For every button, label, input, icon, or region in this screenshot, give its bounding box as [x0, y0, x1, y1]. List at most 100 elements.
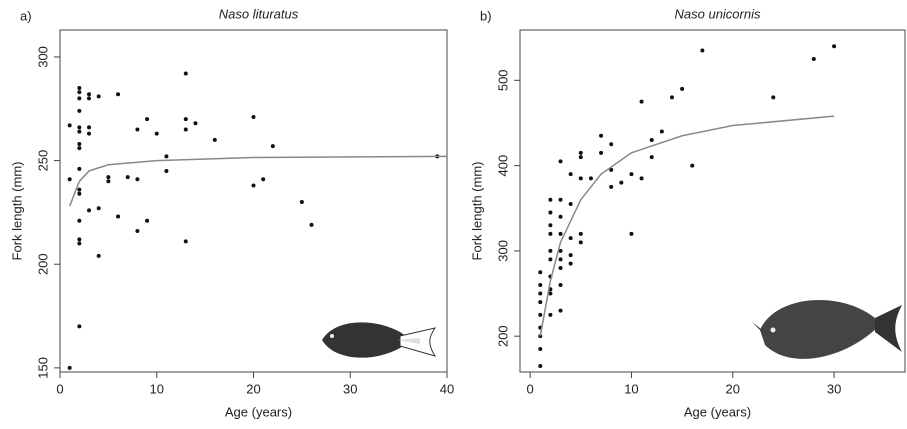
data-point [548, 210, 553, 215]
x-tick-label: 20 [726, 381, 740, 396]
data-point [558, 159, 563, 164]
data-point [700, 48, 705, 53]
fit-line [68, 155, 448, 207]
y-tick-label: 400 [495, 155, 510, 177]
x-tick-label: 40 [440, 381, 454, 396]
y-axis-title: Fork length (mm) [469, 162, 484, 261]
data-point [609, 184, 614, 189]
data-point [548, 257, 553, 262]
x-axis-title: Age (years) [684, 404, 751, 419]
x-tick-label: 10 [150, 381, 164, 396]
panel-label: a) [20, 8, 32, 23]
data-point [77, 108, 82, 113]
data-point [558, 257, 563, 262]
data-point [87, 125, 92, 130]
data-point [548, 312, 553, 317]
data-point [67, 177, 72, 182]
data-point [558, 214, 563, 219]
data-point [578, 176, 583, 181]
data-point [619, 180, 624, 185]
data-point [145, 218, 150, 223]
data-point [568, 261, 573, 266]
data-point [270, 144, 275, 149]
data-point [193, 121, 198, 126]
data-point [77, 241, 82, 246]
x-axis-title: Age (years) [225, 404, 292, 419]
data-point [116, 92, 121, 97]
data-point [125, 175, 130, 180]
panel: b) Naso unicornis Age (years) Fork length (… [469, 6, 906, 419]
data-point [558, 265, 563, 270]
data-point [548, 223, 553, 228]
panel: a) Naso lituratus Age (years) Fork length (… [9, 6, 454, 419]
data-point [599, 150, 604, 155]
data-point [538, 364, 543, 369]
data-point [578, 155, 583, 160]
x-tick-label: 0 [527, 381, 534, 396]
data-point [77, 125, 82, 130]
x-tick-label: 20 [246, 381, 260, 396]
data-point [609, 167, 614, 172]
data-point [87, 96, 92, 101]
data-point [629, 172, 634, 177]
data-point [578, 231, 583, 236]
data-point [77, 191, 82, 196]
data-point [77, 218, 82, 223]
data-point [548, 197, 553, 202]
data-point [251, 183, 256, 188]
y-tick-label: 500 [495, 69, 510, 91]
data-point [96, 206, 101, 211]
data-point [629, 231, 634, 236]
data-point [183, 239, 188, 244]
fish-b [752, 299, 902, 359]
data-point [588, 176, 593, 181]
data-point [67, 365, 72, 370]
data-point [116, 214, 121, 219]
data-point [548, 291, 553, 296]
data-point [154, 131, 159, 136]
data-point [87, 208, 92, 213]
data-point [96, 253, 101, 258]
data-point [558, 248, 563, 253]
data-point [261, 177, 266, 182]
data-point [649, 155, 654, 160]
data-point [558, 308, 563, 313]
data-point [77, 146, 82, 151]
x-tick-label: 10 [624, 381, 638, 396]
data-point [145, 117, 150, 122]
data-point [183, 127, 188, 132]
data-point [659, 129, 664, 134]
data-point [568, 201, 573, 206]
y-tick-label: 300 [495, 240, 510, 262]
x-tick-label: 30 [827, 381, 841, 396]
data-point [135, 127, 140, 132]
x-tick-label: 0 [56, 381, 63, 396]
y-tick-label: 200 [35, 253, 50, 275]
data-point [558, 231, 563, 236]
data-point [87, 92, 92, 97]
data-point [548, 248, 553, 253]
chart-title: Naso unicornis [675, 6, 761, 21]
y-tick-label: 300 [35, 46, 50, 68]
fit-line [539, 115, 835, 337]
data-point [578, 240, 583, 245]
data-point [212, 137, 217, 142]
data-point [183, 117, 188, 122]
data-point [77, 324, 82, 329]
data-point [251, 115, 256, 120]
y-tick-label: 200 [495, 325, 510, 347]
y-tick-label: 150 [35, 357, 50, 379]
y-axis-title: Fork length (mm) [9, 162, 24, 261]
data-point [164, 154, 169, 159]
data-point [87, 131, 92, 136]
data-point [106, 179, 111, 184]
panel-label: b) [480, 8, 492, 23]
data-point [669, 95, 674, 100]
data-point [639, 176, 644, 181]
chart-title: Naso lituratus [219, 6, 299, 21]
data-point [77, 96, 82, 101]
data-point [96, 94, 101, 99]
data-point [832, 44, 837, 49]
data-point [811, 56, 816, 61]
